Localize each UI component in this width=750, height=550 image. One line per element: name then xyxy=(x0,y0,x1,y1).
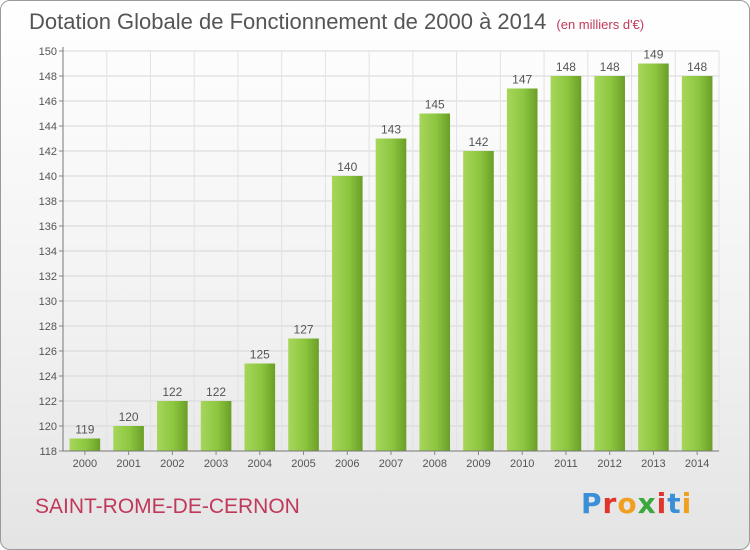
y-tick-label: 144 xyxy=(39,121,57,133)
x-tick-label: 2005 xyxy=(291,458,315,470)
proxiti-logo: Proxiti xyxy=(581,487,692,520)
bar-2000 xyxy=(69,438,101,451)
value-label: 148 xyxy=(556,60,576,74)
x-tick-label: 2011 xyxy=(554,458,578,470)
y-tick-label: 134 xyxy=(39,246,57,258)
bar-2007 xyxy=(375,138,407,451)
logo-letter: t xyxy=(667,487,682,520)
y-tick-label: 132 xyxy=(39,271,57,283)
x-tick-label: 2004 xyxy=(248,458,272,470)
y-tick-label: 128 xyxy=(39,321,57,333)
bar-2003 xyxy=(200,401,232,451)
bar-2011 xyxy=(550,76,582,451)
x-tick-label: 2003 xyxy=(204,458,228,470)
value-label: 143 xyxy=(381,123,401,137)
value-label: 125 xyxy=(250,348,270,362)
x-tick-label: 2000 xyxy=(73,458,97,470)
bar-2009 xyxy=(463,151,494,451)
value-label: 149 xyxy=(643,48,663,62)
y-tick-label: 136 xyxy=(39,221,57,233)
bars xyxy=(69,63,713,451)
x-tick-label: 2002 xyxy=(160,458,184,470)
value-label: 148 xyxy=(600,60,620,74)
y-tick-label: 126 xyxy=(39,346,57,358)
logo-letter: r xyxy=(602,487,618,520)
bar-2002 xyxy=(157,401,188,451)
value-labels: 119 120 122 122 125 127 140 143 145 142 147 148 148 1… xyxy=(75,48,707,437)
logo-letter: i xyxy=(681,487,693,520)
y-tick-label: 140 xyxy=(39,171,57,183)
logo-letter: o xyxy=(617,487,638,520)
axes: 1181201221241261281301321341361381401421… xyxy=(39,46,719,470)
chart-subtitle: (en milliers d'€) xyxy=(556,17,645,32)
logo-letter: i xyxy=(656,487,668,520)
title-text: Dotation Globale de Fonctionnement de 20… xyxy=(29,9,547,34)
y-tick-label: 120 xyxy=(39,421,57,433)
x-tick-label: 2008 xyxy=(422,458,446,470)
x-tick-label: 2001 xyxy=(116,458,140,470)
bar-2005 xyxy=(288,338,319,451)
bar-2014 xyxy=(681,76,713,451)
y-tick-label: 150 xyxy=(39,46,57,58)
value-label: 145 xyxy=(425,98,445,112)
value-label: 122 xyxy=(206,385,226,399)
x-tick-label: 2013 xyxy=(641,458,665,470)
y-tick-label: 130 xyxy=(39,296,57,308)
logo-letter: P xyxy=(581,487,603,520)
value-label: 140 xyxy=(337,160,357,174)
y-tick-label: 122 xyxy=(39,396,57,408)
bar-2008 xyxy=(419,113,451,451)
bar-2012 xyxy=(594,76,625,451)
value-label: 127 xyxy=(294,323,314,337)
commune-name: SAINT-ROME-DE-CERNON xyxy=(35,495,300,518)
x-tick-label: 2009 xyxy=(466,458,490,470)
x-tick-label: 2014 xyxy=(685,458,709,470)
logo-letter: x xyxy=(637,487,657,520)
x-tick-label: 2010 xyxy=(510,458,534,470)
bar-2013 xyxy=(638,63,669,451)
y-tick-label: 138 xyxy=(39,196,57,208)
bar-2001 xyxy=(113,426,144,451)
value-label: 119 xyxy=(75,423,94,437)
value-label: 148 xyxy=(687,60,707,74)
x-tick-label: 2007 xyxy=(379,458,403,470)
y-tick-label: 148 xyxy=(39,71,57,83)
y-tick-label: 118 xyxy=(39,446,57,458)
bar-2006 xyxy=(331,176,363,451)
value-label: 120 xyxy=(119,410,139,424)
bar-2004 xyxy=(244,363,276,451)
x-tick-label: 2006 xyxy=(335,458,359,470)
y-tick-label: 124 xyxy=(39,371,57,383)
bar-2010 xyxy=(506,88,538,451)
y-tick-label: 146 xyxy=(39,96,57,108)
x-tick-label: 2012 xyxy=(597,458,621,470)
value-label: 147 xyxy=(512,73,532,87)
chart-title: Dotation Globale de Fonctionnement de 20… xyxy=(29,9,644,35)
y-tick-label: 142 xyxy=(39,146,57,158)
value-label: 122 xyxy=(162,385,182,399)
value-label: 142 xyxy=(468,135,488,149)
